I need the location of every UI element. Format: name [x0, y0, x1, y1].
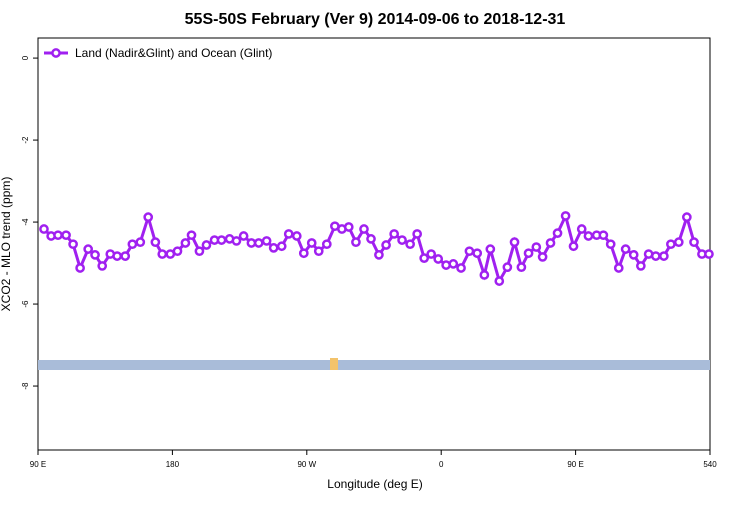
data-point: [433, 254, 444, 264]
data-point: [636, 261, 646, 271]
data-point: [485, 244, 496, 254]
data-point: [560, 211, 571, 221]
data-point: [143, 212, 154, 222]
data-point: [502, 262, 513, 273]
data-point: [135, 237, 146, 248]
data-point: [83, 244, 94, 254]
data-point: [659, 251, 669, 261]
data-point: [531, 242, 542, 252]
data-point: [90, 250, 100, 260]
data-point: [576, 224, 587, 234]
data-point: [628, 250, 639, 260]
x-tick-label: 90 W: [297, 460, 316, 469]
data-point: [201, 240, 212, 250]
x-axis-label: Longitude (deg E): [327, 477, 422, 491]
data-point: [689, 237, 699, 248]
data-point: [61, 230, 71, 241]
plot-frame: [37, 37, 711, 451]
data-point: [97, 261, 108, 271]
chart-title: 55S-50S February (Ver 9) 2014-09-06 to 2…: [185, 11, 566, 28]
data-point: [150, 237, 161, 248]
data-point: [545, 238, 556, 248]
data-point: [397, 235, 407, 245]
y-tick-label: -8: [21, 382, 30, 390]
data-point: [381, 240, 391, 250]
data-point: [613, 263, 624, 273]
data-point: [231, 236, 242, 246]
data-point: [704, 249, 714, 259]
data-point: [412, 229, 423, 239]
data-point: [598, 230, 609, 241]
data-point: [39, 224, 49, 234]
surface-band: [38, 360, 710, 370]
data-point: [268, 243, 279, 253]
data-point: [552, 228, 563, 238]
data-point: [405, 239, 415, 250]
data-point: [351, 237, 361, 248]
x-tick-label: 90 E: [567, 460, 583, 469]
data-point: [180, 238, 191, 248]
data-point: [682, 212, 692, 222]
data-point: [127, 239, 138, 250]
data-point: [419, 253, 430, 263]
data-point: [172, 246, 183, 257]
data-point: [673, 237, 684, 248]
data-point: [374, 250, 384, 260]
data-point: [276, 241, 287, 252]
data-point: [298, 248, 309, 259]
data-point: [516, 262, 527, 273]
data-point: [216, 235, 227, 245]
data-point: [605, 239, 616, 250]
x-tick-label: 90 E: [30, 460, 46, 469]
x-tick-label: 0: [439, 460, 444, 469]
data-point: [620, 244, 631, 254]
data-point: [448, 259, 459, 269]
data-point: [157, 249, 168, 259]
data-point: [666, 239, 676, 250]
data-point: [238, 231, 249, 241]
data-point: [120, 251, 131, 261]
legend-marker: [51, 48, 61, 58]
data-point: [321, 239, 332, 250]
data-point: [464, 246, 475, 257]
data-point: [494, 276, 505, 286]
data-point: [194, 246, 205, 257]
data-point: [523, 248, 534, 259]
data-point: [650, 251, 661, 261]
y-axis-label: XCO2 - MLO trend (ppm): [0, 177, 13, 312]
y-tick-label: -2: [21, 136, 30, 144]
y-tick-label: -6: [21, 300, 30, 308]
data-point: [253, 238, 264, 248]
data-point: [537, 252, 548, 262]
data-point: [472, 248, 483, 259]
data-point: [359, 224, 369, 234]
data-point: [313, 246, 324, 257]
data-point: [509, 237, 520, 248]
data-point: [389, 229, 400, 239]
data-point: [343, 222, 354, 232]
data-point: [583, 231, 594, 241]
data-point: [306, 238, 317, 248]
land-patch: [330, 358, 338, 370]
data-point: [261, 236, 272, 246]
data-point: [186, 230, 197, 241]
data-point: [53, 230, 63, 241]
data-point: [426, 249, 437, 259]
data-point: [68, 239, 78, 250]
y-tick-label: -4: [21, 218, 30, 226]
x-tick-label: 180: [166, 460, 180, 469]
data-point: [366, 234, 376, 244]
y-tick-label: 0: [21, 55, 30, 60]
x-tick-label: 540: [703, 460, 717, 469]
data-point: [283, 229, 294, 239]
data-point: [456, 263, 466, 273]
data-point: [75, 263, 85, 273]
data-point: [568, 241, 579, 252]
data-point: [291, 231, 302, 241]
data-point: [112, 251, 122, 261]
legend-label: Land (Nadir&Glint) and Ocean (Glint): [75, 46, 272, 60]
data-point: [479, 270, 490, 280]
